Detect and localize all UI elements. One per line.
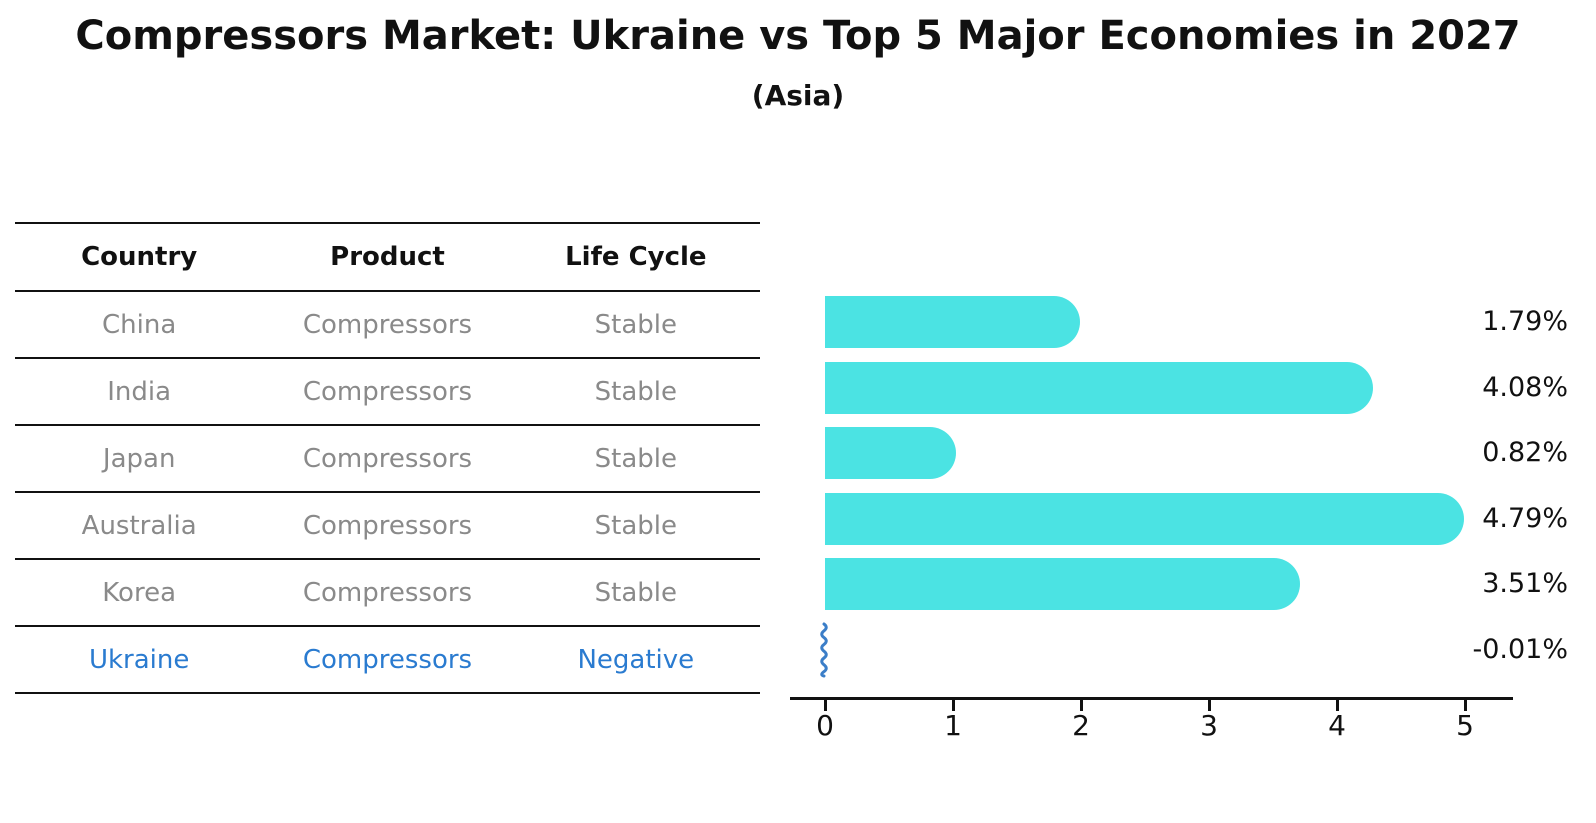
table-row-korea: Korea Compressors Stable — [15, 559, 760, 627]
bar-korea — [825, 558, 1300, 610]
bar-japan — [825, 427, 956, 479]
value-label-china: 1.79% — [1482, 306, 1568, 337]
cell-country: Ukraine — [15, 626, 264, 694]
cell-product: Compressors — [263, 425, 512, 493]
cell-country: Japan — [15, 425, 264, 493]
chart-subtitle: (Asia) — [751, 79, 845, 112]
bar-china — [825, 296, 1080, 348]
table-body: China Compressors Stable India Compressors St… — [15, 291, 760, 694]
bar-india — [825, 361, 1373, 414]
cell-life-cycle: Stable — [511, 559, 760, 627]
value-label-ukraine: -0.01% — [1472, 633, 1568, 665]
value-label-japan: 0.82% — [1482, 437, 1568, 468]
chart-title: Compressors Market: Ukraine vs Top 5 Maj… — [75, 13, 1521, 59]
cell-life-cycle: Stable — [511, 291, 760, 359]
cell-life-cycle: Negative — [511, 626, 760, 694]
x-axis-tick-4 — [1336, 699, 1339, 711]
table-row-china: China Compressors Stable — [15, 291, 760, 359]
x-axis-tick-2 — [1080, 699, 1083, 711]
cell-product: Compressors — [263, 559, 512, 627]
column-header-life-cycle: Life Cycle — [511, 222, 760, 292]
x-axis-tick-5 — [1464, 699, 1467, 711]
table-header: Country Product Life Cycle — [15, 222, 760, 292]
table-header-row: Country Product Life Cycle — [15, 222, 760, 292]
x-axis-tick-label-3: 3 — [1200, 709, 1218, 742]
cell-product: Compressors — [263, 291, 512, 359]
country-table: Country Product Life Cycle China Compressor… — [15, 222, 760, 694]
cell-product: Compressors — [263, 358, 512, 426]
table-row-india: India Compressors Stable — [15, 358, 760, 426]
x-axis-tick-1 — [952, 699, 955, 711]
value-label-australia: 4.79% — [1482, 502, 1568, 534]
x-axis-tick-label-4: 4 — [1328, 709, 1346, 742]
cell-product: Compressors — [263, 492, 512, 560]
cell-product: Compressors — [263, 626, 512, 694]
cell-country: China — [15, 291, 264, 359]
table-row-ukraine: Ukraine Compressors Negative — [15, 626, 760, 694]
x-axis-tick-label-1: 1 — [944, 709, 962, 742]
column-header-product: Product — [263, 222, 512, 292]
table-row-japan: Japan Compressors Stable — [15, 425, 760, 493]
value-label-korea: 3.51% — [1482, 568, 1568, 599]
cell-country: Australia — [15, 492, 264, 560]
x-axis-line — [790, 697, 1513, 700]
negative-squiggle-marker-ukraine — [818, 622, 830, 678]
cell-country: Korea — [15, 559, 264, 627]
column-header-country: Country — [15, 222, 264, 292]
x-axis-tick-label-5: 5 — [1456, 709, 1474, 742]
x-axis-tick-label-0: 0 — [816, 709, 834, 742]
x-axis-tick-3 — [1208, 699, 1211, 711]
cell-country: India — [15, 358, 264, 426]
cell-life-cycle: Stable — [511, 492, 760, 560]
value-label-india: 4.08% — [1482, 371, 1568, 403]
cell-life-cycle: Stable — [511, 358, 760, 426]
table-row-australia: Australia Compressors Stable — [15, 492, 760, 560]
x-axis-tick-0 — [824, 699, 827, 711]
x-axis-tick-label-2: 2 — [1072, 709, 1090, 742]
bar-australia — [825, 492, 1464, 545]
cell-life-cycle: Stable — [511, 425, 760, 493]
